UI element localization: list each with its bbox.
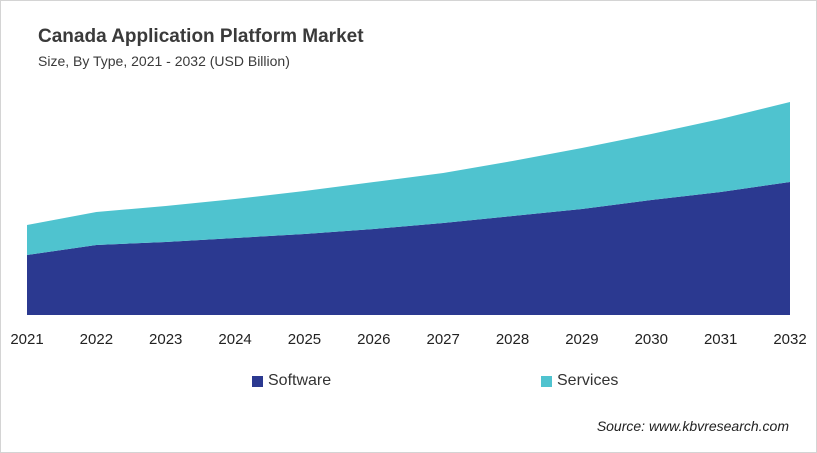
legend-label-services: Services xyxy=(557,372,619,389)
x-tick-label: 2029 xyxy=(565,331,598,348)
x-tick-label: 2030 xyxy=(635,331,668,348)
chart-subtitle: Size, By Type, 2021 - 2032 (USD Billion) xyxy=(38,53,290,69)
x-tick-label: 2023 xyxy=(149,331,182,348)
legend-label-software: Software xyxy=(268,372,332,389)
x-tick-label: 2032 xyxy=(773,331,806,348)
source-note: Source: www.kbvresearch.com xyxy=(596,418,789,434)
x-tick-label: 2024 xyxy=(218,331,251,348)
legend-swatch-services xyxy=(541,375,552,387)
x-tick-label: 2028 xyxy=(496,331,529,348)
x-tick-label: 2031 xyxy=(704,331,737,348)
area-services xyxy=(27,102,790,255)
area-software xyxy=(27,182,790,315)
x-tick-label: 2021 xyxy=(10,331,43,348)
x-tick-label: 2026 xyxy=(357,331,390,348)
legend-swatch-software xyxy=(252,375,263,387)
x-tick-label: 2022 xyxy=(80,331,113,348)
legend-item-software: Software xyxy=(252,372,331,390)
x-tick-label: 2027 xyxy=(426,331,459,348)
chart-title: Canada Application Platform Market xyxy=(38,26,364,47)
x-tick-label: 2025 xyxy=(288,331,321,348)
legend-item-services: Services xyxy=(541,372,618,390)
